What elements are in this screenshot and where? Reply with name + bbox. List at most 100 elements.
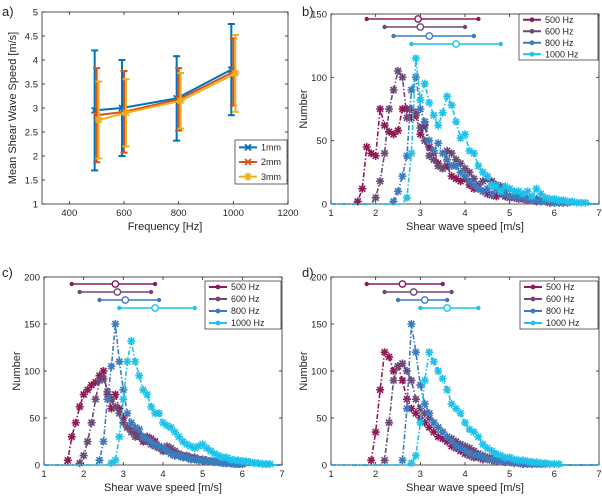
- data-point: [461, 164, 469, 173]
- data-point: [95, 456, 104, 465]
- data-point: [147, 402, 156, 411]
- data-point: [420, 117, 429, 126]
- data-point: [127, 336, 136, 345]
- data-point: [465, 444, 474, 453]
- x-tick-label: 1: [328, 208, 333, 219]
- panel-label: d): [302, 265, 314, 280]
- data-point: [487, 181, 496, 189]
- x-axis-label: Frequency [Hz]: [128, 221, 203, 233]
- data-point: [99, 367, 108, 375]
- data-point: [407, 113, 416, 122]
- x-tick-label: 2: [373, 469, 378, 480]
- data-point: [416, 418, 425, 427]
- data-point: [478, 440, 487, 449]
- data-point: [103, 395, 112, 404]
- data-point: [398, 456, 407, 465]
- data-point: [139, 432, 148, 441]
- data-point: [510, 455, 519, 464]
- data-point: [95, 376, 104, 385]
- legend-marker: [215, 296, 221, 302]
- data-point: [420, 409, 429, 418]
- ci-mean-marker: [111, 280, 120, 288]
- legend-label: 1000 Hz: [231, 318, 265, 328]
- data-point: [411, 108, 420, 117]
- panel-label: a): [2, 4, 14, 19]
- data-point: [443, 155, 452, 164]
- data-point: [563, 197, 572, 206]
- data-point: [519, 189, 528, 198]
- panel-b: b) 1 2 3 4 5 6 7 0 50 100 150 Shear wave speed [m/s]…: [298, 4, 602, 233]
- ci-right-dot: [498, 41, 503, 47]
- data-point: [541, 193, 550, 202]
- data-point: [496, 451, 505, 460]
- x-tick-label: 400: [61, 208, 77, 219]
- data-point: [425, 348, 434, 357]
- data-point: [127, 428, 136, 437]
- y-tick-label: 200: [24, 273, 40, 284]
- data-point: [536, 197, 545, 206]
- data-point: [194, 442, 203, 451]
- data-point: [380, 348, 389, 357]
- data-point: [385, 352, 394, 361]
- data-point: [79, 390, 88, 399]
- data-point: [447, 442, 456, 451]
- data-point: [107, 459, 116, 468]
- ci-left-dot: [69, 281, 74, 287]
- legend-marker: [529, 28, 535, 34]
- data-point: [71, 418, 80, 427]
- legend-marker: [529, 40, 535, 46]
- x-tick-label: 6: [552, 469, 557, 480]
- ci-mean-marker: [121, 296, 130, 304]
- data-point: [461, 418, 469, 427]
- ci-mean-marker: [420, 296, 429, 304]
- ci-left-dot: [382, 289, 387, 295]
- data-point: [505, 458, 514, 467]
- x-tick-label: 7: [279, 469, 284, 480]
- data-point: [425, 151, 434, 160]
- x-tick-label: 1200: [277, 208, 298, 219]
- data-point: [416, 404, 425, 413]
- data-point: [190, 455, 199, 464]
- data-point: [461, 442, 469, 451]
- legend-marker: [529, 17, 535, 23]
- data-point: [469, 446, 478, 455]
- y-tick-label: 50: [316, 414, 327, 425]
- data-point: [416, 124, 425, 132]
- data-point: [135, 425, 144, 434]
- data-point: [178, 437, 187, 446]
- ci-right-dot: [476, 305, 481, 311]
- x-tick-label: 2: [373, 208, 378, 219]
- data-point: [434, 367, 443, 375]
- data-point: [438, 374, 447, 383]
- data-point: [447, 172, 456, 181]
- data-point: [469, 451, 478, 460]
- ci-right-dot: [148, 289, 154, 295]
- data-point: [474, 432, 483, 441]
- data-point: [159, 444, 167, 453]
- data-point: [143, 390, 152, 399]
- data-point: [398, 105, 407, 113]
- data-point: [111, 402, 120, 411]
- panel-c: c) 1 2 3 4 5 6 7 0 50 100 150 200 Shear wave speed [m…: [2, 265, 285, 494]
- data-point: [99, 437, 108, 446]
- data-point: [119, 418, 128, 427]
- data-point: [115, 432, 124, 441]
- data-point: [83, 437, 92, 446]
- legend-marker: [215, 308, 221, 314]
- data-point: [554, 196, 563, 205]
- data-point: [443, 385, 452, 394]
- data-point: [358, 184, 367, 193]
- legend-label: 800 Hz: [231, 306, 260, 316]
- data-point: [198, 440, 207, 449]
- data-point: [226, 455, 235, 464]
- data-point: [155, 442, 164, 451]
- data-point: [407, 376, 416, 385]
- ci-right-dot: [462, 24, 468, 30]
- data-point: [536, 459, 545, 468]
- y-tick-label: 2.5: [25, 128, 38, 139]
- data-point: [519, 456, 528, 465]
- y-tick-label: 0: [322, 200, 327, 211]
- data-point: [550, 460, 559, 469]
- x-tick-label: 1000: [223, 208, 244, 219]
- data-point: [452, 404, 461, 413]
